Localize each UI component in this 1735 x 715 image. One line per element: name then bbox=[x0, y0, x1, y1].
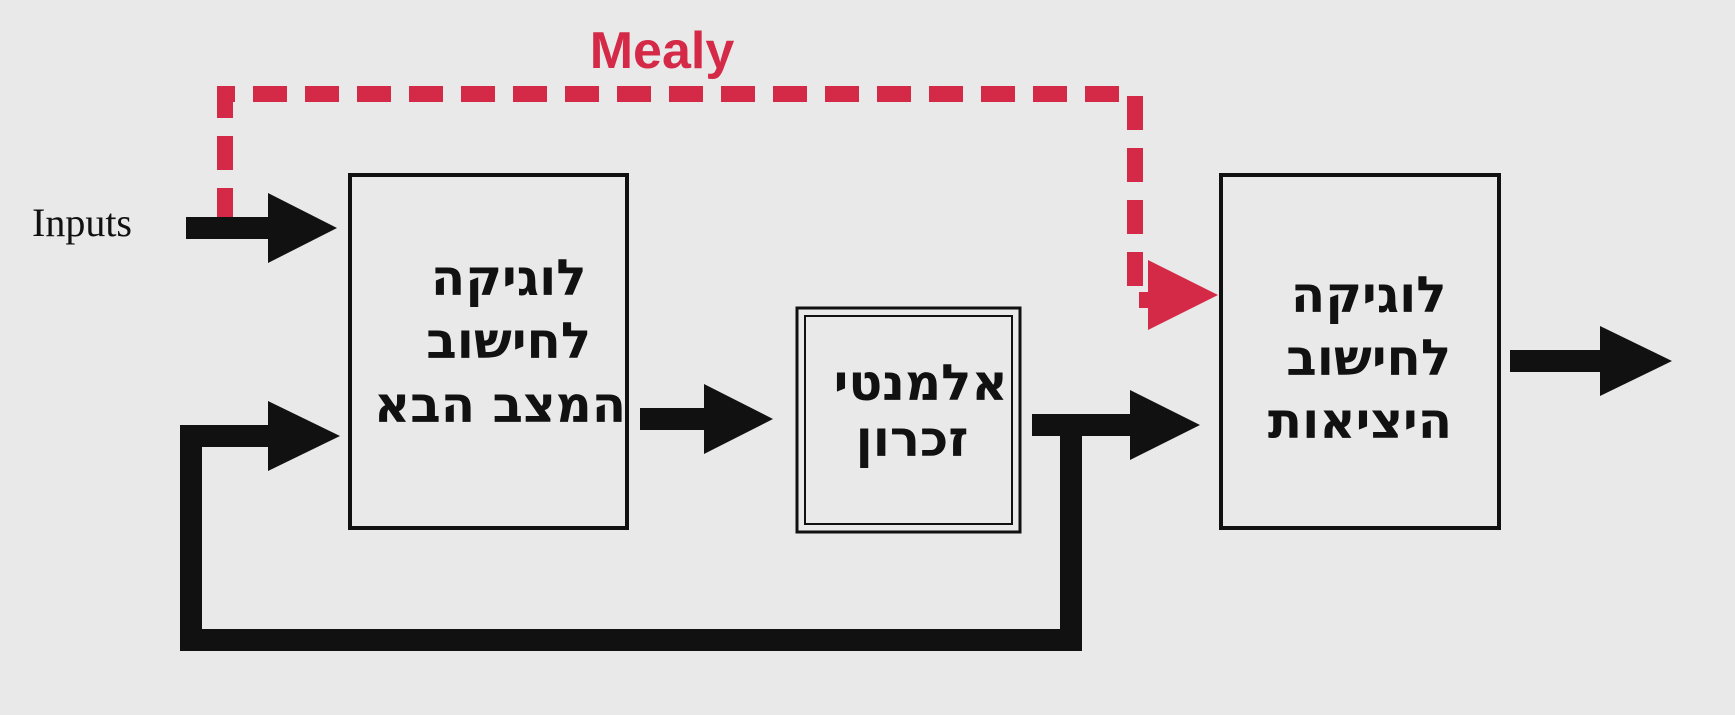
inputs-label: Inputs bbox=[32, 200, 132, 245]
next-state-logic-label: לוגיקה לחישוב המצב הבא bbox=[374, 249, 626, 434]
mealy-label: Mealy bbox=[590, 22, 735, 80]
output-arrow bbox=[1510, 326, 1672, 396]
mealy-arrowhead bbox=[1148, 260, 1218, 330]
memory-box bbox=[795, 306, 1022, 534]
memory-to-output-arrow bbox=[1032, 390, 1200, 460]
next-state-logic-line-3: המצב הבא bbox=[374, 376, 626, 434]
next-state-logic-line-2: לחישוב bbox=[426, 312, 591, 370]
feedback-arrowhead bbox=[268, 401, 340, 471]
output-logic-line-2: לחישוב bbox=[1286, 329, 1451, 387]
next-state-logic-box bbox=[348, 173, 629, 530]
next-state-to-memory-arrow bbox=[640, 384, 773, 454]
next-state-logic-line-1: לוגיקה bbox=[431, 249, 587, 307]
output-logic-box bbox=[1219, 173, 1501, 530]
memory-label: אלמנטי זכרון bbox=[816, 354, 1008, 468]
memory-line-2: זכרון bbox=[856, 410, 969, 468]
output-logic-label: לוגיקה לחישוב היציאות bbox=[1268, 266, 1452, 450]
inputs-arrow bbox=[186, 193, 337, 263]
output-logic-line-1: לוגיקה bbox=[1291, 266, 1447, 324]
output-logic-line-3: היציאות bbox=[1268, 392, 1452, 450]
memory-line-1: אלמנטי bbox=[834, 354, 1008, 412]
feedback-loop bbox=[180, 401, 1082, 651]
mealy-path bbox=[217, 86, 1218, 330]
